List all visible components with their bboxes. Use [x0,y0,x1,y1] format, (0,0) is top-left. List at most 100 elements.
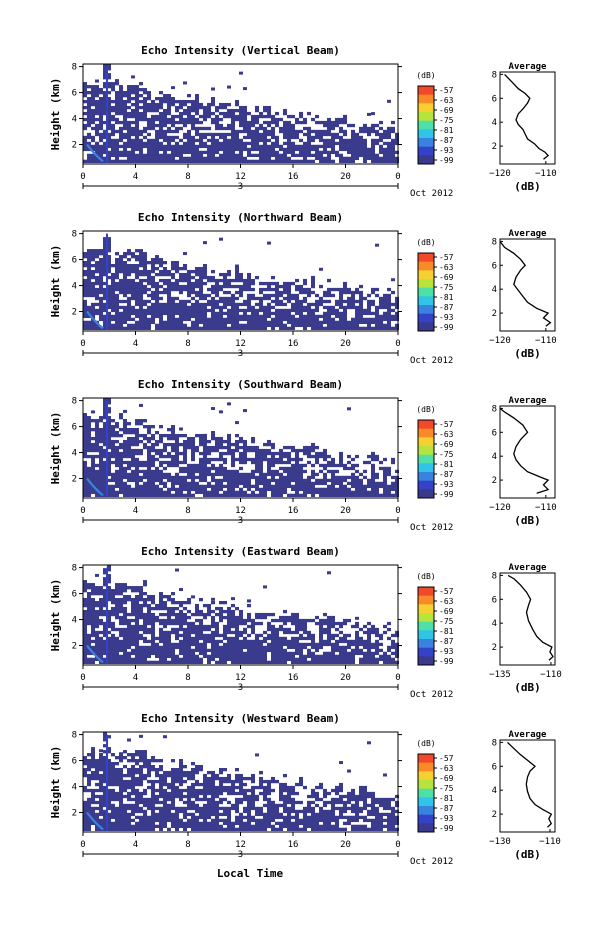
heatmap-cell [115,299,119,304]
heatmap-cell [375,642,379,647]
heatmap-cell [131,141,135,146]
heatmap-cell [167,96,171,101]
heatmap-cell [107,275,111,280]
heatmap-cell [219,469,223,474]
heatmap-cell [331,481,335,486]
heatmap-cell [199,472,203,477]
heatmap-cell [111,639,115,644]
heatmap-cell [243,117,247,122]
heatmap-cell [167,272,171,277]
heatmap-cell [227,648,231,653]
heatmap-cell [83,487,87,492]
heatmap-cell [175,281,179,286]
heatmap-cell [223,311,227,316]
heatmap-cell [103,600,107,605]
heatmap-cell [283,147,287,152]
heatmap-cell [147,463,151,468]
heatmap-cell [275,660,279,665]
heatmap-cell [251,153,255,158]
heatmap-cell [107,400,111,404]
heatmap-cell [135,114,139,119]
heatmap-cell [195,96,199,101]
heatmap-cell [95,651,99,656]
heatmap-cell [331,469,335,474]
heatmap-cell [147,484,151,489]
heatmap-cell [231,651,235,656]
heatmap-cell [207,484,211,489]
heatmap-cell [131,472,135,477]
heatmap-cell [339,660,343,665]
heatmap-cell [299,129,303,134]
x-tick-label: 20 [340,506,351,516]
heatmap-cell [191,627,195,632]
heatmap-cell [383,317,387,322]
heatmap-cell [123,430,127,435]
heatmap-cell [227,281,231,286]
heatmap-cell [211,296,215,301]
heatmap-cell [115,445,119,450]
heatmap-cell [227,111,231,116]
heatmap-cell [343,633,347,638]
avg-y-tick-label: 4 [492,285,497,295]
heatmap-cell [243,108,247,113]
heatmap-cell [263,457,267,462]
heatmap-cell [215,466,219,471]
heatmap-cell [135,153,139,158]
heatmap-cell [299,493,303,498]
heatmap-cell [183,141,187,146]
heatmap-cell [331,123,335,128]
heatmap-cell [83,442,87,447]
heatmap-cell [235,439,239,444]
heatmap-cell [275,651,279,656]
heatmap-cell [231,469,235,474]
heatmap-cell [279,144,283,149]
heatmap-cell [127,269,131,274]
heatmap-cell [271,135,275,140]
heatmap-cell [135,428,139,432]
heatmap-cell [171,597,175,602]
heatmap-cell [163,600,167,605]
heatmap-cell [151,281,155,286]
heatmap-cell [123,266,127,271]
heatmap-cell [183,111,187,116]
heatmap-cell [147,595,151,599]
heatmap-cell [151,269,155,274]
heatmap-cell [127,252,131,256]
heatmap-cell [295,612,299,617]
heatmap-cell [95,308,99,313]
heatmap-cell [231,120,235,125]
heatmap-cell [183,284,187,289]
heatmap-cell [219,296,223,301]
heatmap-cell [375,493,379,498]
heatmap-cell [311,442,315,447]
heatmap-cell [183,123,187,128]
heatmap-cell [179,156,183,161]
heatmap-cell [147,272,151,277]
heatmap-cell [395,648,399,653]
heatmap-cell [91,612,95,617]
heatmap-cell [223,323,227,328]
heatmap-cell [115,261,119,265]
heatmap-cell [195,624,199,629]
heatmap-cell [183,660,187,665]
heatmap-cell [223,126,227,131]
heatmap-cell [155,129,159,134]
heatmap-cell [107,284,111,289]
heatmap-cell [119,317,123,322]
heatmap-cell [251,654,255,659]
heatmap-cell [199,457,203,462]
heatmap-cell [299,627,303,632]
heatmap-cell [387,472,391,477]
heatmap-cell [139,290,143,295]
heatmap-cell [91,478,95,483]
heatmap-cell [371,645,375,650]
heatmap-cell [95,102,99,107]
heatmap-cell [295,651,299,656]
heatmap-cell [303,654,307,659]
heatmap-cell [187,144,191,149]
heatmap-cell [311,326,315,331]
heatmap-cell [115,430,119,435]
heatmap-cell [147,326,151,331]
heatmap-cell [207,302,211,307]
heatmap-cell [351,323,355,328]
